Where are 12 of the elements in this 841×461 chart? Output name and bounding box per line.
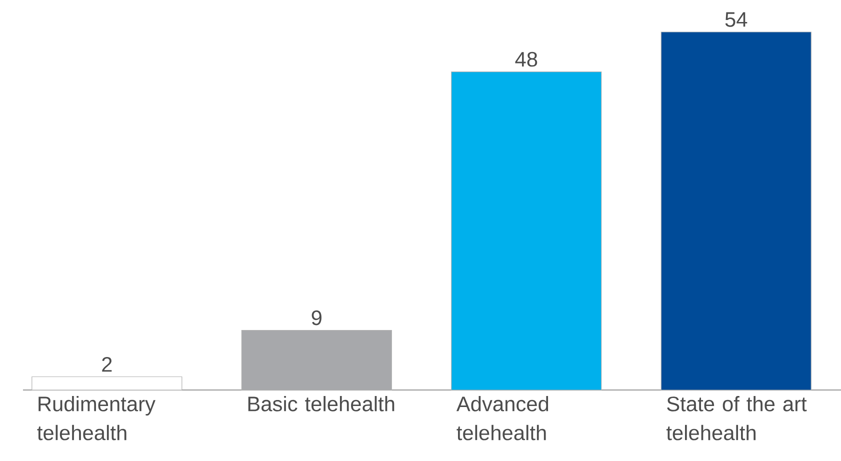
bar (32, 376, 182, 390)
data-label: 9 (312, 310, 322, 326)
x-tick-label: Basic telehealth (248, 396, 394, 412)
data-label: 54 (725, 12, 748, 27)
x-tick-label: Advanced telehealth (456, 396, 548, 440)
bar (241, 330, 392, 390)
data-label: 2 (102, 357, 112, 372)
x-tick-label: Rudimentary telehealth (37, 396, 156, 440)
bar (451, 71, 602, 390)
x-tick-label: State of the art telehealth (666, 396, 807, 440)
data-label: 48 (515, 52, 538, 67)
bar (660, 32, 812, 390)
